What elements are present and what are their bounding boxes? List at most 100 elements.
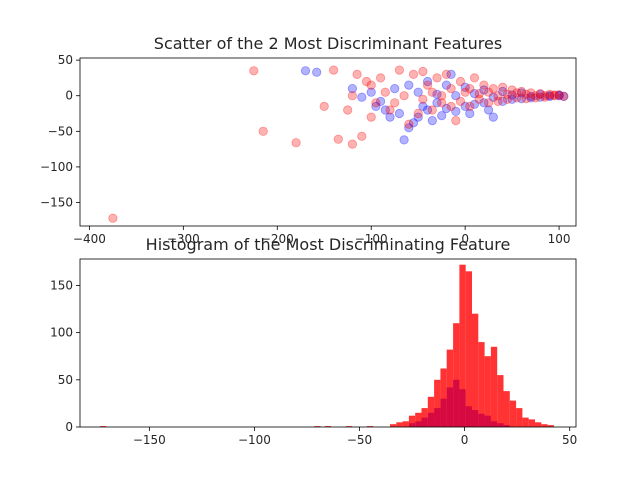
histogram-bar bbox=[472, 410, 479, 427]
scatter-point bbox=[498, 96, 508, 107]
histogram-bar bbox=[541, 424, 548, 427]
y-tick-label: 50 bbox=[58, 53, 73, 67]
scatter-point bbox=[328, 65, 339, 75]
histogram-bar bbox=[324, 426, 332, 427]
scatter-point bbox=[549, 91, 560, 101]
scatter-point bbox=[554, 90, 564, 100]
scatter-point bbox=[502, 94, 512, 104]
scatter-point bbox=[371, 101, 381, 112]
x-tick-label: 50 bbox=[562, 433, 577, 447]
scatter-point bbox=[493, 91, 503, 101]
scatter-point bbox=[408, 118, 419, 128]
scatter-point bbox=[441, 69, 451, 80]
scatter-point bbox=[502, 89, 512, 99]
scatter-point bbox=[469, 73, 480, 83]
scatter-point bbox=[465, 84, 475, 94]
histogram-bar bbox=[415, 412, 422, 427]
scatter-point bbox=[469, 99, 480, 109]
scatter-point bbox=[404, 119, 414, 129]
scatter-point bbox=[498, 82, 508, 92]
histogram-axes-frame bbox=[79, 258, 577, 428]
scatter-title: Scatter of the 2 Most Discriminant Featu… bbox=[154, 34, 502, 53]
scatter-point bbox=[375, 73, 386, 83]
x-tick-label: 100 bbox=[548, 232, 571, 246]
histogram-bar bbox=[484, 356, 491, 427]
scatter-point bbox=[516, 86, 527, 97]
scatter-point bbox=[418, 66, 428, 77]
x-tick-label: −300 bbox=[167, 232, 200, 246]
x-tick-label: −400 bbox=[73, 232, 106, 246]
scatter-point bbox=[441, 80, 451, 90]
x-tick-label: 0 bbox=[461, 232, 469, 246]
scatter-point bbox=[549, 90, 560, 100]
scatter-point bbox=[347, 91, 357, 101]
x-tick-label: −50 bbox=[347, 433, 372, 447]
scatter-point bbox=[361, 76, 372, 87]
scatter-point bbox=[554, 90, 564, 100]
scatter-point bbox=[394, 65, 404, 75]
histogram-title: Histogram of the Most Discriminating Fea… bbox=[146, 235, 511, 254]
scatter-point bbox=[366, 87, 376, 97]
y-tick-label: −100 bbox=[40, 160, 73, 174]
scatter-point bbox=[418, 101, 428, 112]
scatter-point bbox=[413, 87, 423, 97]
scatter-point bbox=[333, 134, 343, 144]
scatter-point bbox=[343, 105, 353, 115]
scatter-point bbox=[427, 105, 437, 115]
scatter-point bbox=[446, 69, 456, 80]
histogram-bar bbox=[453, 379, 460, 427]
histogram-bar bbox=[440, 398, 447, 427]
scatter-point bbox=[399, 135, 409, 145]
histogram-bar bbox=[522, 417, 529, 427]
scatter-point bbox=[545, 91, 555, 101]
scatter-point bbox=[474, 94, 484, 104]
scatter-point bbox=[460, 87, 470, 97]
scatter-point bbox=[366, 80, 376, 90]
histogram-bar bbox=[415, 421, 422, 427]
scatter-point bbox=[530, 93, 541, 103]
scatter-point bbox=[507, 94, 517, 104]
scatter-point bbox=[512, 93, 522, 103]
scatter-point bbox=[408, 69, 419, 80]
histogram-bar bbox=[366, 426, 374, 427]
histogram-bar bbox=[516, 408, 523, 427]
scatter-point bbox=[465, 101, 475, 112]
scatter-point bbox=[540, 92, 550, 102]
scatter-point bbox=[479, 85, 489, 95]
histogram-bar bbox=[427, 412, 435, 427]
histogram-bar bbox=[345, 426, 353, 427]
scatter-point bbox=[521, 89, 531, 99]
scatter-point bbox=[446, 101, 456, 112]
scatter-point bbox=[413, 108, 423, 119]
histogram-bar bbox=[434, 379, 441, 427]
histogram-bar bbox=[478, 413, 485, 427]
scatter-point bbox=[375, 96, 386, 107]
scatter-point bbox=[545, 89, 555, 99]
scatter-point bbox=[488, 84, 498, 94]
scatter-point bbox=[432, 89, 442, 99]
histogram-bar bbox=[390, 424, 397, 427]
scatter-point bbox=[540, 91, 550, 101]
histogram-bar bbox=[453, 323, 460, 427]
scatter-point bbox=[422, 76, 433, 87]
scatter-point bbox=[347, 84, 357, 94]
x-tick-label: 0 bbox=[461, 433, 469, 447]
histogram-bar bbox=[490, 346, 498, 427]
y-tick-label: 150 bbox=[50, 278, 73, 292]
histogram-bar bbox=[314, 426, 321, 427]
y-tick-label: −50 bbox=[48, 124, 73, 138]
histogram-bar bbox=[503, 425, 510, 427]
scatter-point bbox=[437, 98, 447, 108]
scatter-point bbox=[404, 123, 414, 133]
scatter-point bbox=[427, 87, 437, 97]
scatter-point bbox=[451, 116, 461, 126]
histogram-bar bbox=[465, 271, 472, 427]
scatter-ticks: −400 −300 −200 −100 0 100 50 0 −50 −100 −150 bbox=[40, 53, 571, 246]
scatter-point bbox=[446, 84, 456, 94]
scatter-point bbox=[357, 131, 367, 141]
scatter-point bbox=[479, 98, 489, 108]
scatter-point bbox=[390, 84, 400, 94]
scatter-point bbox=[465, 108, 475, 119]
scatter-point bbox=[535, 89, 545, 99]
scatter-point bbox=[554, 91, 564, 101]
